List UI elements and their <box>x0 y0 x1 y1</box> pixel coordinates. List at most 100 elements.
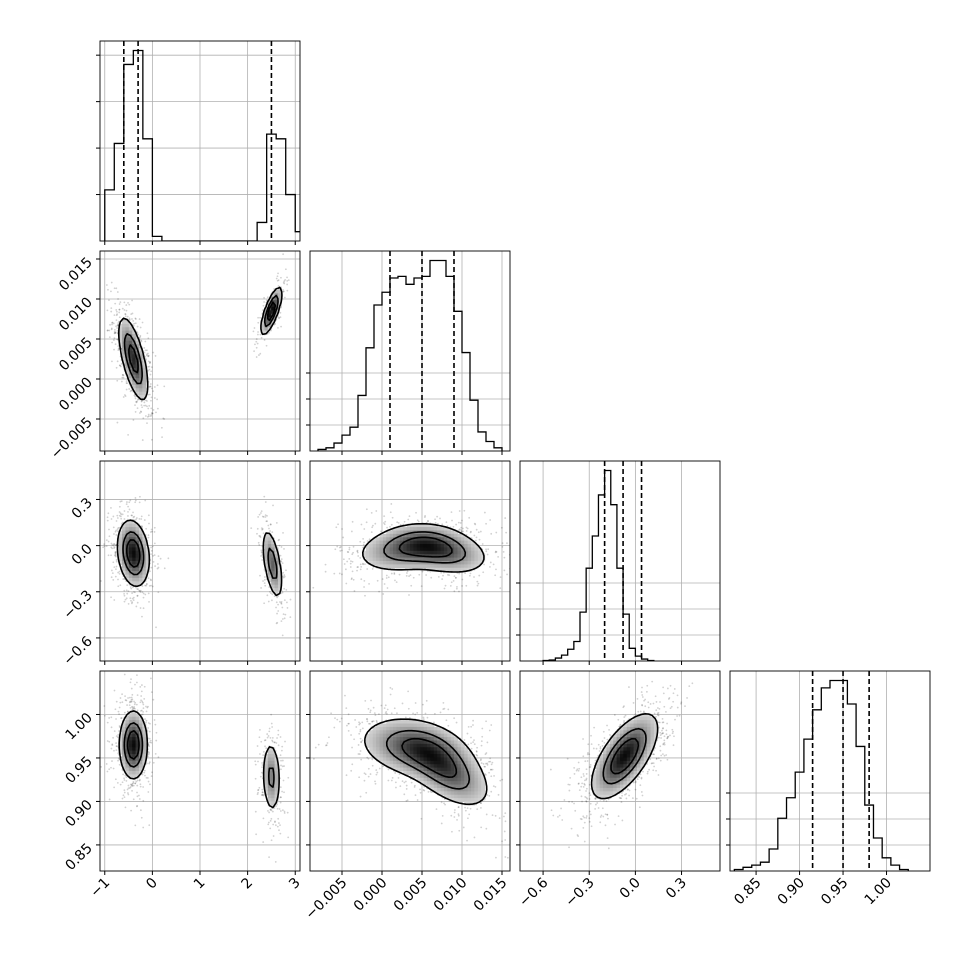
sample-point <box>133 323 135 325</box>
y-tick-label: 0.000 <box>56 375 96 415</box>
sample-point <box>360 563 362 565</box>
sample-point <box>153 561 155 563</box>
sample-point <box>142 704 144 706</box>
sample-point <box>406 572 408 574</box>
sample-point <box>357 552 359 554</box>
sample-point <box>558 536 560 538</box>
sample-point <box>375 510 377 512</box>
sample-point <box>114 730 116 732</box>
sample-point <box>411 782 413 784</box>
sample-point <box>141 591 143 593</box>
sample-point <box>372 525 374 527</box>
sample-point <box>282 634 284 636</box>
sample-point <box>368 583 370 585</box>
sample-point <box>257 761 259 763</box>
sample-point <box>156 732 158 734</box>
sample-point <box>276 613 278 615</box>
sample-point <box>126 501 128 503</box>
sample-point <box>389 687 391 689</box>
sample-point <box>116 380 118 382</box>
sample-point <box>495 568 497 570</box>
x-tick-label: −1 <box>87 875 113 901</box>
sample-point <box>137 326 139 328</box>
sample-point <box>140 518 142 520</box>
sample-point <box>121 381 123 383</box>
sample-point <box>116 515 118 517</box>
sample-point <box>413 577 415 579</box>
sample-point <box>458 573 460 575</box>
sample-point <box>382 578 384 580</box>
sample-point <box>514 571 516 573</box>
sample-point <box>270 737 272 739</box>
sample-point <box>374 780 376 782</box>
sample-point <box>115 325 117 327</box>
sample-point <box>366 720 368 722</box>
sample-point <box>447 574 449 576</box>
sample-point <box>260 550 262 552</box>
sample-point <box>406 575 408 577</box>
sample-point <box>369 711 371 713</box>
sample-point <box>517 568 519 570</box>
sample-point <box>282 562 284 564</box>
sample-point <box>368 723 370 725</box>
sample-point <box>362 538 364 540</box>
sample-point <box>356 570 358 572</box>
sample-point <box>341 718 343 720</box>
sample-point <box>334 548 336 550</box>
sample-point <box>117 517 119 519</box>
sample-point <box>128 304 130 306</box>
sample-point <box>478 531 480 533</box>
sample-point <box>266 345 268 347</box>
sample-point <box>153 762 155 764</box>
sample-point <box>495 532 497 534</box>
sample-point <box>112 322 114 324</box>
sample-point <box>111 282 113 284</box>
sample-point <box>111 744 113 746</box>
sample-point <box>353 579 355 581</box>
sample-point <box>463 510 465 512</box>
sample-point <box>262 754 264 756</box>
sample-point <box>106 545 108 547</box>
sample-point <box>142 417 144 419</box>
sample-point <box>336 719 338 721</box>
sample-point <box>124 309 126 311</box>
sample-point <box>139 779 141 781</box>
sample-point <box>279 833 281 835</box>
sample-point <box>470 532 472 534</box>
sample-point <box>142 827 144 829</box>
sample-point <box>131 318 133 320</box>
sample-point <box>515 564 517 566</box>
sample-point <box>115 556 117 558</box>
sample-point <box>499 587 501 589</box>
sample-point <box>372 568 374 570</box>
sample-point <box>276 622 278 624</box>
sample-point <box>144 594 146 596</box>
sample-point <box>124 796 126 798</box>
sample-point <box>111 518 113 520</box>
sample-point <box>257 331 259 333</box>
sample-point <box>152 545 154 547</box>
sample-point <box>494 574 496 576</box>
sample-point <box>358 776 360 778</box>
sample-point <box>117 782 119 784</box>
sample-point <box>390 503 392 505</box>
sample-point <box>260 741 262 743</box>
x-tick-label: 1 <box>191 875 209 893</box>
sample-point <box>364 700 366 702</box>
sample-point <box>153 409 155 411</box>
sample-point <box>112 572 114 574</box>
sample-point <box>107 289 109 291</box>
sample-point <box>119 515 121 517</box>
sample-point <box>371 526 373 528</box>
sample-point <box>144 718 146 720</box>
sample-point <box>396 581 398 583</box>
sample-point <box>355 726 357 728</box>
sample-point <box>376 774 378 776</box>
sample-point <box>277 818 279 820</box>
sample-point <box>126 776 128 778</box>
sample-point <box>113 543 115 545</box>
sample-point <box>479 539 481 541</box>
sample-point <box>405 781 407 783</box>
sample-point <box>91 271 93 273</box>
